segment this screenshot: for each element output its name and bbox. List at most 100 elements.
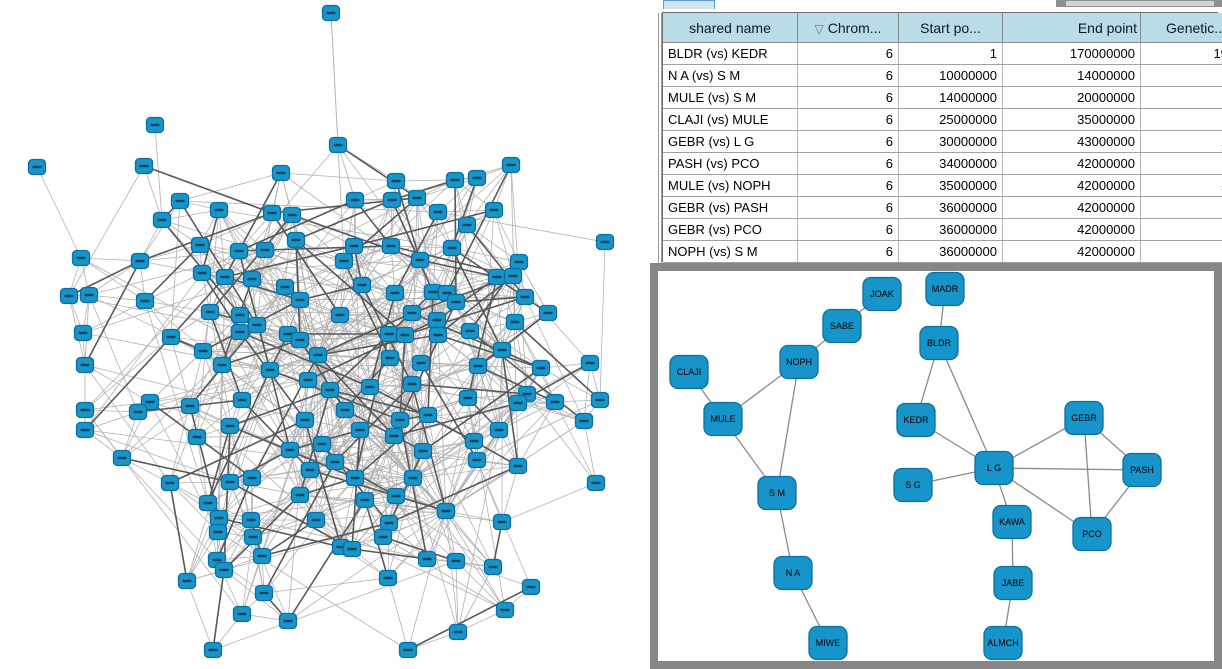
node-kawa[interactable]: [992, 504, 1032, 540]
network-edge: [196, 436, 209, 504]
node-label-smudge: [360, 498, 370, 502]
horizontal-scrollbar[interactable]: [1056, 0, 1222, 7]
node-sabe[interactable]: [822, 308, 862, 344]
network-edge: [387, 477, 414, 579]
main-network-canvas[interactable]: [0, 0, 650, 669]
network-edge: [389, 357, 447, 512]
table-row[interactable]: MULE (vs) S M614000000200000007.5: [663, 86, 1222, 109]
scrollbar-thumb[interactable]: [1066, 1, 1214, 6]
node-gebr[interactable]: [1064, 400, 1104, 436]
node-noph[interactable]: [779, 344, 819, 380]
node-pco[interactable]: [1072, 516, 1112, 552]
table-row[interactable]: MULE (vs) NOPH6350000004200000010.5: [663, 174, 1222, 197]
network-edge: [307, 224, 468, 381]
network-edge: [144, 272, 203, 302]
network-edge: [218, 209, 319, 356]
table-row[interactable]: N A (vs) S M610000000140000006.6: [663, 64, 1222, 87]
subnetwork-node-label: N A: [786, 568, 801, 578]
table-row[interactable]: CLAJI (vs) MULE625000000350000005.9: [663, 108, 1222, 131]
column-header-startpo[interactable]: Start po...: [898, 13, 1003, 43]
subnetwork-node-label: JOAK: [870, 289, 894, 299]
network-edge: [264, 249, 498, 278]
network-edge-strong: [295, 239, 301, 341]
subnetwork-canvas[interactable]: JOAK SABE NOPH CLAJI MULE S M N A MIWE MADR BLDR K…: [658, 271, 1214, 661]
network-edge-strong: [84, 260, 141, 366]
table-cell: 36000000: [898, 218, 1003, 241]
node-sm[interactable]: [757, 475, 797, 511]
node-almch[interactable]: [983, 625, 1023, 661]
node-label-smudge: [463, 396, 473, 400]
network-edge-strong: [393, 402, 519, 437]
network-edge: [315, 510, 447, 521]
table-cell: 43000000: [1002, 130, 1141, 153]
network-edge: [241, 354, 319, 401]
table-cell: 5.9: [1140, 108, 1222, 131]
main-network-view[interactable]: [0, 0, 650, 669]
network-edge: [445, 510, 506, 611]
network-edge: [88, 294, 146, 302]
network-edge-strong: [216, 477, 253, 561]
column-header-endpoint[interactable]: End point: [1002, 13, 1141, 43]
subnetwork-node-label: NOPH: [786, 357, 812, 367]
subnetwork-view[interactable]: JOAK SABE NOPH CLAJI MULE S M N A MIWE MADR BLDR K…: [658, 271, 1214, 661]
table-tab-fragment[interactable]: [663, 0, 715, 9]
node-lg[interactable]: [974, 450, 1014, 486]
table-row[interactable]: GEBR (vs) PASH636000000420000008.9: [663, 196, 1222, 219]
node-mule[interactable]: [703, 401, 743, 437]
network-edge: [455, 560, 459, 633]
network-edge: [84, 364, 306, 421]
network-edge-strong: [353, 209, 495, 247]
table-row[interactable]: PASH (vs) PCO6340000004200000011.4: [663, 152, 1222, 175]
node-kedr[interactable]: [896, 402, 936, 438]
node-label-smudge: [208, 648, 218, 652]
node-sg[interactable]: [893, 467, 933, 503]
table-cell: 6: [797, 196, 899, 219]
node-label-smudge: [311, 518, 321, 522]
table-row[interactable]: NOPH (vs) S M636000000420000009.9: [663, 240, 1222, 263]
node-label-smudge: [387, 198, 397, 202]
node-label-smudge: [291, 238, 301, 242]
node-na[interactable]: [773, 555, 813, 591]
table-cell: BLDR (vs) KEDR: [663, 42, 798, 65]
node-label-smudge: [165, 481, 175, 485]
node-label-smudge: [283, 332, 293, 336]
node-madr[interactable]: [925, 271, 965, 307]
table-cell: 6: [797, 218, 899, 241]
node-label-smudge: [428, 290, 438, 294]
table-top-strip: [650, 0, 1222, 12]
network-edge: [353, 245, 396, 294]
network-edge: [317, 354, 414, 479]
column-header-genetic[interactable]: Genetic...: [1140, 13, 1222, 43]
node-bldr[interactable]: [919, 325, 959, 361]
network-edge: [359, 429, 447, 512]
network-edge: [170, 336, 319, 356]
column-header-sharedname[interactable]: shared name: [663, 13, 798, 43]
filter-icon[interactable]: ▽: [814, 21, 824, 36]
table-cell: 10.5: [1140, 174, 1222, 197]
node-claji[interactable]: [669, 354, 709, 390]
node-label-smudge: [265, 368, 275, 372]
network-edge: [239, 331, 319, 356]
node-label-smudge: [391, 494, 401, 498]
column-header-chrom[interactable]: ▽ Chrom...: [797, 13, 899, 43]
node-joak[interactable]: [862, 276, 902, 312]
node-pash[interactable]: [1122, 452, 1162, 488]
network-edge-strong: [477, 312, 549, 367]
node-jabe[interactable]: [993, 565, 1033, 601]
table-row[interactable]: GEBR (vs) L G6300000004300000016.9: [663, 130, 1222, 153]
node-label-smudge: [383, 576, 393, 580]
node-label-smudge: [225, 424, 235, 428]
node-label-smudge: [237, 612, 247, 616]
table-row[interactable]: GEBR (vs) PCO636000000420000008.4: [663, 218, 1222, 241]
table-cell: 6: [797, 174, 899, 197]
table-row[interactable]: BLDR (vs) KEDR61170000000192.0: [663, 42, 1222, 65]
node-label-smudge: [257, 554, 267, 558]
network-edge: [280, 172, 448, 294]
network-edge: [445, 510, 503, 523]
node-label-smudge: [157, 218, 167, 222]
node-miwe[interactable]: [808, 625, 848, 661]
node-label-smudge: [198, 349, 208, 353]
network-edge: [583, 362, 591, 422]
subnetwork-node-label: S G: [905, 480, 921, 490]
network-edge: [445, 440, 475, 512]
